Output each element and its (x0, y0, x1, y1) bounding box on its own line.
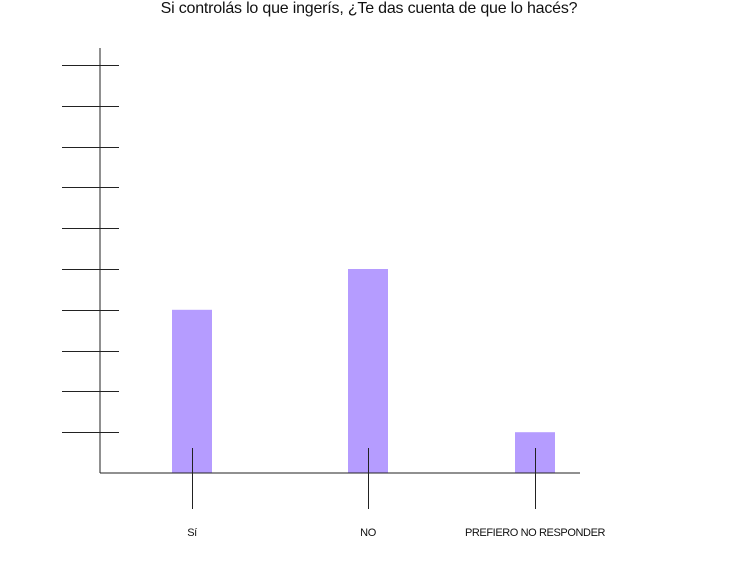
y-axis-ticks (62, 65, 119, 433)
bar-0 (172, 309, 212, 473)
x-axis-ticks (192, 448, 536, 509)
category-label-no: NO (360, 527, 376, 539)
category-label-prefiero-no-responder: PREFIERO NO RESPONDER (464, 527, 606, 539)
bars (172, 269, 555, 473)
chart-title: Si controlás lo que ingerís, ¿Te das cue… (160, 0, 578, 17)
category-label-si: Sí (187, 527, 197, 539)
bar-1 (348, 269, 388, 473)
